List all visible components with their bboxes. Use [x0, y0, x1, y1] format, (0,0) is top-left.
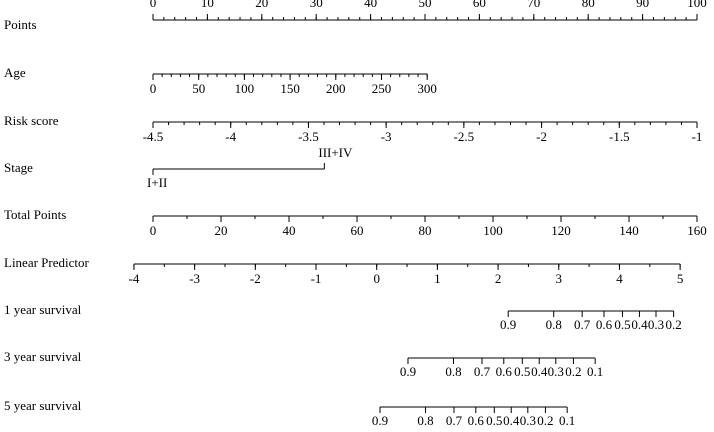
row-label: Age [4, 65, 26, 80]
tick-label: 160 [687, 223, 707, 238]
tick-label: 60 [351, 223, 364, 238]
tick-label: 0.4 [503, 413, 520, 428]
tick-label: 0.1 [559, 413, 575, 428]
tick-label: 300 [417, 81, 437, 96]
tick-label: -2.5 [454, 129, 475, 144]
tick-label: 0 [150, 223, 157, 238]
tick-label: 30 [310, 0, 323, 10]
tick-label: 80 [582, 0, 595, 10]
tick-label: 140 [619, 223, 639, 238]
tick-label: 0.2 [537, 413, 553, 428]
row-label: 3 year survival [4, 349, 82, 364]
row-label: Risk score [4, 113, 59, 128]
row-label: Linear Predictor [4, 255, 89, 270]
tick-label: 100 [687, 0, 707, 10]
tick-label: 0.3 [520, 413, 536, 428]
tick-label: -4.5 [143, 129, 164, 144]
tick-label: 0.7 [474, 364, 491, 379]
tick-label: 250 [372, 81, 392, 96]
tick-label: 0.6 [496, 364, 513, 379]
tick-label: -4 [225, 129, 236, 144]
category-label: III+IV [318, 145, 353, 160]
tick-label: 150 [280, 81, 300, 96]
tick-label: 0.1 [587, 364, 603, 379]
tick-label: -1.5 [609, 129, 630, 144]
category-label: I+II [147, 175, 167, 190]
tick-label: 0.3 [548, 364, 564, 379]
tick-label: 0.5 [514, 364, 530, 379]
tick-label: 5 [677, 271, 684, 286]
tick-label: -4 [129, 271, 140, 286]
tick-label: 1 [434, 271, 441, 286]
tick-label: 0.6 [468, 413, 485, 428]
tick-label: 0.8 [445, 364, 461, 379]
tick-label: -1 [692, 129, 703, 144]
tick-label: 50 [192, 81, 205, 96]
tick-label: 0.4 [531, 364, 548, 379]
tick-label: 0.3 [648, 317, 664, 332]
tick-label: 2 [495, 271, 502, 286]
tick-label: -3 [189, 271, 200, 286]
tick-label: 0.2 [565, 364, 581, 379]
tick-label: -2 [536, 129, 547, 144]
tick-label: 100 [235, 81, 255, 96]
tick-label: 0.6 [596, 317, 613, 332]
tick-label: 0.7 [574, 317, 591, 332]
tick-label: 0.9 [500, 317, 516, 332]
tick-label: 0.2 [665, 317, 681, 332]
tick-label: 0.5 [614, 317, 630, 332]
tick-label: 50 [419, 0, 432, 10]
tick-label: 10 [201, 0, 214, 10]
tick-label: 90 [636, 0, 649, 10]
tick-label: 20 [215, 223, 228, 238]
tick-label: -3.5 [298, 129, 319, 144]
tick-label: 4 [616, 271, 623, 286]
tick-label: 3 [556, 271, 563, 286]
tick-label: 70 [527, 0, 540, 10]
row-label: Points [4, 17, 37, 32]
row-label: Total Points [4, 207, 66, 222]
tick-label: -3 [381, 129, 392, 144]
tick-label: 0 [150, 0, 157, 10]
tick-label: 0.9 [400, 364, 416, 379]
tick-label: 40 [283, 223, 296, 238]
tick-label: 20 [255, 0, 268, 10]
tick-label: -2 [250, 271, 261, 286]
tick-label: 40 [364, 0, 377, 10]
row-label: 5 year survival [4, 398, 82, 413]
tick-label: 0.5 [486, 413, 502, 428]
tick-label: -1 [311, 271, 322, 286]
tick-label: 200 [326, 81, 346, 96]
tick-label: 100 [483, 223, 503, 238]
tick-label: 60 [473, 0, 486, 10]
tick-label: 120 [551, 223, 571, 238]
tick-label: 0 [150, 81, 157, 96]
tick-label: 0.8 [546, 317, 562, 332]
tick-label: 80 [419, 223, 432, 238]
row-label: Stage [4, 160, 33, 175]
tick-label: 0.9 [372, 413, 388, 428]
tick-label: 0.7 [446, 413, 463, 428]
row-label: 1 year survival [4, 302, 82, 317]
tick-label: 0 [373, 271, 380, 286]
tick-label: 0.8 [417, 413, 433, 428]
tick-label: 0.4 [631, 317, 648, 332]
